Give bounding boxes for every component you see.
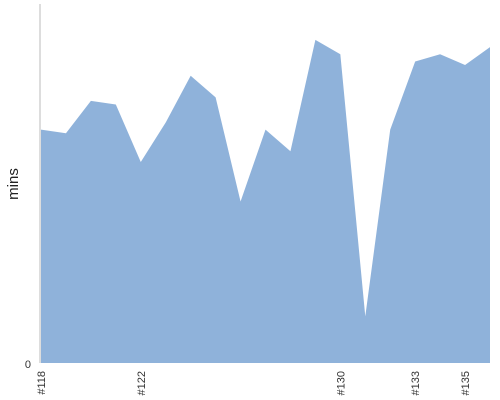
x-tick-label: #130 xyxy=(335,371,347,395)
x-tick-label: #135 xyxy=(460,371,472,395)
x-axis-ticks: #118#122#130#133#135#137 xyxy=(36,371,472,395)
y-axis-label: mins xyxy=(5,168,22,200)
x-tick-label: #122 xyxy=(136,371,148,395)
series-area xyxy=(41,39,490,364)
x-tick-label: #118 xyxy=(36,371,48,395)
x-tick-label: #133 xyxy=(410,371,422,395)
y-tick-label: 0 xyxy=(25,359,31,371)
